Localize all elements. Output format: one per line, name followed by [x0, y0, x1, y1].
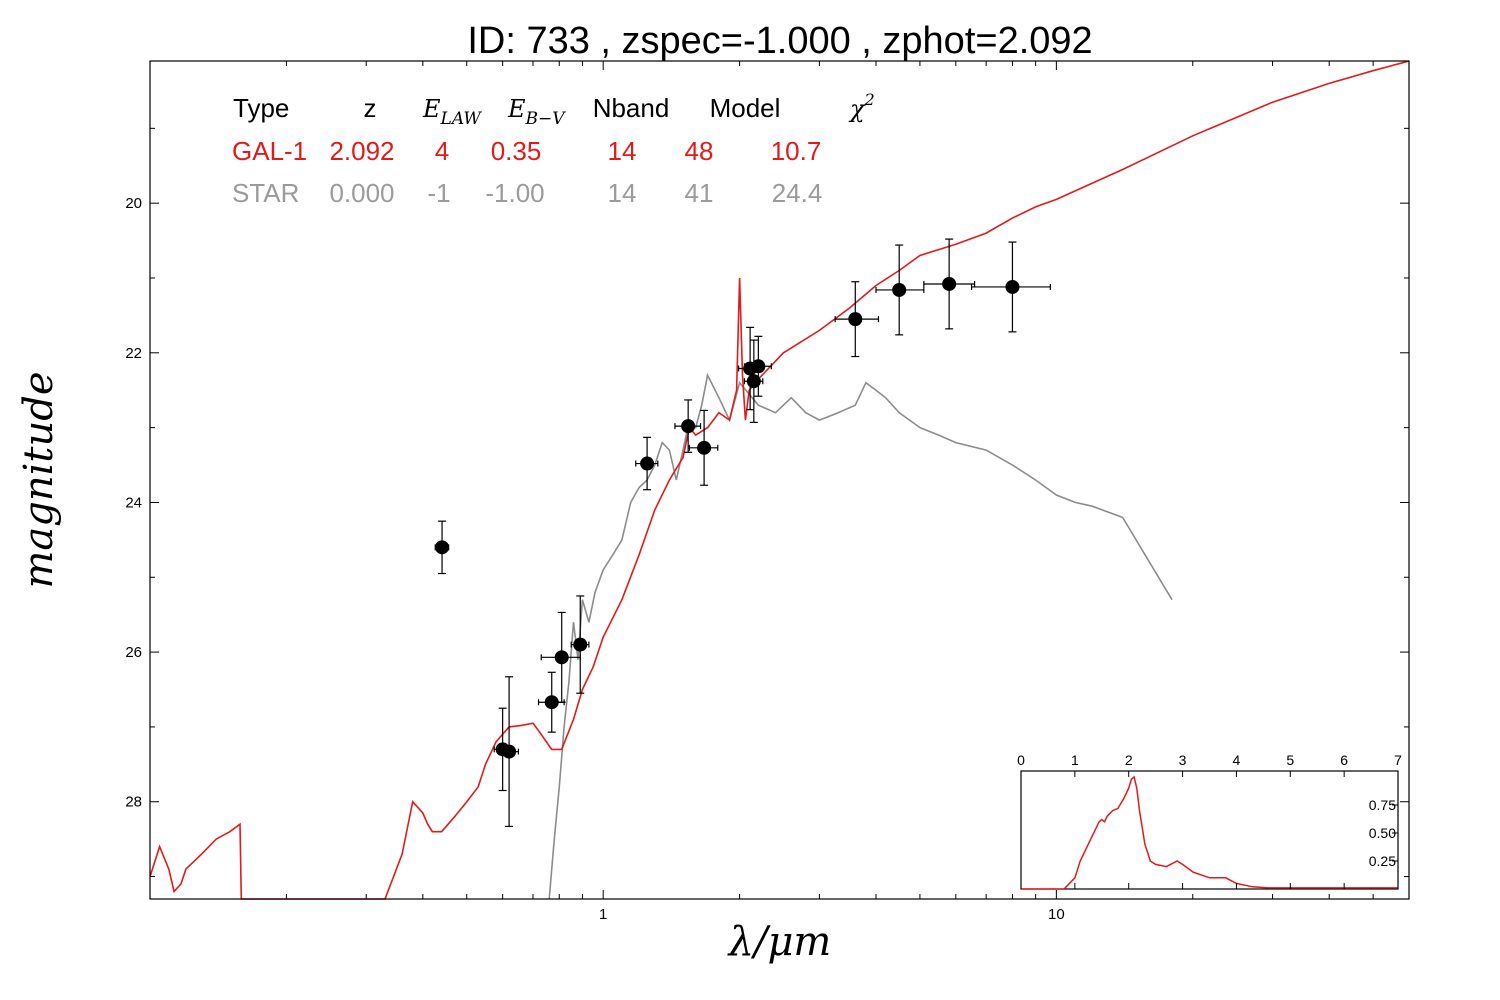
inset-ticks: 0 1 2 3 4 5 6 7 0.25 0.50 0.75	[1017, 752, 1402, 889]
star-model-layer	[548, 372, 1173, 900]
inset-pdf-layer	[1021, 775, 1398, 890]
data-point-marker	[942, 276, 957, 291]
x-tick-label: 10	[1048, 906, 1065, 923]
table-header-elaw: ELAW	[422, 95, 482, 129]
table-header-model: Model	[710, 93, 781, 123]
data-point-6	[635, 436, 659, 491]
data-point-marker	[751, 359, 766, 374]
data-point-15	[970, 241, 1051, 333]
inset-x-tick-label: 3	[1179, 752, 1187, 768]
row-gal-ebv: 0.35	[491, 136, 542, 166]
data-point-marker	[554, 650, 569, 665]
data-point-marker	[1005, 279, 1020, 294]
data-point-marker	[892, 282, 907, 297]
data-point-2	[498, 676, 519, 828]
row-gal-type: GAL-1	[232, 136, 307, 166]
data-point-marker	[573, 637, 588, 652]
row-star-chi2: 24.4	[772, 178, 823, 208]
data-point-8	[688, 409, 719, 486]
row-star-z: 0.000	[329, 178, 394, 208]
inset-x-tick-label: 0	[1017, 752, 1025, 768]
row-gal-elaw: 4	[435, 136, 449, 166]
inset-x-tick-label: 4	[1233, 752, 1241, 768]
data-point-11	[743, 335, 772, 397]
data-point-marker	[697, 440, 712, 455]
table-header-nband: Nband	[593, 93, 670, 123]
table-header-z: z	[364, 93, 377, 123]
table-row-star: STAR 0.000 -1 -1.00 14 41 24.4	[232, 178, 822, 208]
y-tick-label: 20	[125, 195, 142, 212]
chart-title: ID: 733 , zspec=-1.000 , zphot=2.092	[467, 20, 1092, 62]
row-star-nband: 14	[608, 178, 637, 208]
row-star-model: 41	[685, 178, 714, 208]
data-point-13	[875, 244, 925, 336]
inset-x-tick-label: 6	[1340, 752, 1348, 768]
plot-frame	[149, 60, 1410, 900]
data-point-4	[540, 611, 581, 703]
row-star-elaw: -1	[427, 178, 450, 208]
data-point-marker	[681, 419, 696, 434]
x-axis-label: λ/μm	[727, 919, 832, 965]
photometry-points	[434, 238, 1051, 828]
data-point-marker	[435, 540, 450, 555]
table-header-ebv: EB−V	[507, 95, 566, 129]
row-star-type: STAR	[232, 178, 299, 208]
data-point-10	[743, 339, 764, 423]
inset-background	[1020, 770, 1399, 890]
data-point-12	[834, 281, 880, 358]
row-star-ebv: -1.00	[485, 178, 544, 208]
inset-x-tick-label: 7	[1394, 752, 1402, 768]
data-point-marker	[502, 744, 517, 759]
table-row-galaxy: GAL-1 2.092 4 0.35 14 48 10.7	[232, 136, 821, 166]
y-tick-label: 24	[125, 494, 142, 511]
inset-y-tick-label: 0.25	[1369, 853, 1396, 869]
inset-x-tick-label: 5	[1286, 752, 1294, 768]
inset-y-tick-label: 0.75	[1369, 797, 1396, 813]
fit-table: Type z ELAW EB−V Nband Model χ2 GAL-1 2.…	[232, 90, 875, 208]
data-point-3	[537, 671, 565, 733]
data-point-7	[674, 399, 702, 453]
star-model-line	[548, 372, 1173, 900]
row-gal-nband: 14	[608, 136, 637, 166]
row-gal-chi2: 10.7	[771, 136, 822, 166]
data-point-14	[923, 238, 976, 330]
inset-x-tick-label: 1	[1071, 752, 1079, 768]
row-gal-z: 2.092	[329, 136, 394, 166]
y-tick-label: 26	[125, 644, 142, 661]
redshift-pdf-inset: 0 1 2 3 4 5 6 7 0.25 0.50 0.75	[1017, 752, 1402, 890]
inset-y-tick-label: 0.50	[1369, 825, 1396, 841]
x-tick-label: 1	[599, 906, 607, 923]
row-gal-model: 48	[685, 136, 714, 166]
data-point-5	[570, 595, 590, 694]
y-axis-label: magnitude	[16, 371, 62, 588]
y-tick-label: 28	[125, 794, 142, 811]
data-point-marker	[848, 312, 863, 327]
table-header-type: Type	[233, 93, 289, 123]
inset-x-tick-label: 2	[1125, 752, 1133, 768]
data-point-marker	[544, 695, 559, 710]
data-point-marker	[640, 456, 655, 471]
table-header-chi2: χ2	[848, 90, 875, 123]
data-point-0	[434, 520, 450, 575]
data-point-marker	[746, 374, 761, 389]
inset-pdf-line	[1021, 775, 1398, 890]
y-tick-label: 22	[125, 345, 142, 362]
